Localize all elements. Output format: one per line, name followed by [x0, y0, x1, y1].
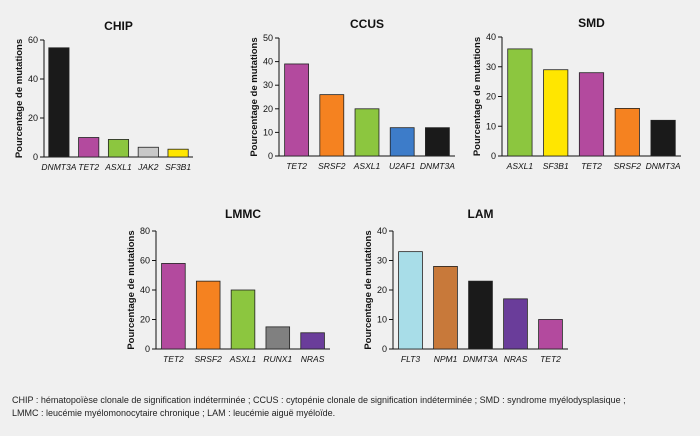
y-tick-label: 50 [263, 33, 273, 43]
chart-lam: LAM Pourcentage de mutations 0 10 20 30 40 FLT3… [363, 207, 568, 364]
y-tick-label: 60 [140, 256, 150, 266]
figure-caption: CHIP : hématopoïèse clonale de significa… [12, 394, 692, 420]
y-tick-label: 40 [377, 226, 387, 236]
y-tick-label: 20 [28, 113, 38, 123]
y-axis-label: Pourcentage de mutations [126, 230, 137, 349]
bar-asxl1 [354, 108, 380, 157]
bar-srsf2 [319, 94, 345, 157]
y-tick-label: 0 [268, 151, 273, 161]
caption-line-2: LMMC : leucémie myélomonocytaire chroniq… [12, 408, 336, 418]
x-tick-label: ASXL1 [506, 161, 534, 171]
y-tick-label: 30 [486, 62, 496, 72]
y-tick-label: 10 [263, 127, 273, 137]
bar-tet2 [538, 319, 563, 350]
y-tick-label: 40 [140, 285, 150, 295]
bar-dnmt3a [468, 280, 493, 350]
x-tick-label: NPM1 [434, 354, 458, 364]
y-axis-label: Pourcentage de mutations [472, 37, 483, 156]
chart-ccus: CCUS Pourcentage de mutations 0 10 20 30 40 50 T… [249, 17, 455, 171]
x-tick-label: DNMT3A [463, 354, 498, 364]
x-tick-label: TET2 [78, 162, 99, 172]
y-tick-label: 0 [382, 344, 387, 354]
chart-title: LAM [468, 207, 494, 221]
x-tick-label: TET2 [540, 354, 561, 364]
x-tick-label: TET2 [286, 161, 307, 171]
y-tick-label: 30 [377, 256, 387, 266]
bar-dnmt3a [48, 47, 70, 158]
bar-npm1 [433, 265, 458, 350]
y-tick-label: 60 [28, 35, 38, 45]
bar-asxl1 [507, 48, 533, 157]
y-tick-label: 20 [140, 315, 150, 325]
y-axis-label: Pourcentage de mutations [249, 37, 260, 156]
bar-u2af1 [389, 127, 415, 157]
y-tick-label: 10 [377, 315, 387, 325]
y-axis-label: Pourcentage de mutations [14, 39, 25, 158]
charts-canvas: CHIP Pourcentage de mutations 0 20 40 60 DNMT3… [14, 16, 681, 364]
bar-dnmt3a [425, 127, 450, 157]
x-tick-label: ASXL1 [353, 161, 381, 171]
y-tick-label: 40 [486, 32, 496, 42]
bar-jak2 [137, 146, 159, 158]
x-tick-label: TET2 [163, 354, 184, 364]
chart-title: LMMC [225, 207, 261, 221]
bar-asxl1 [230, 289, 256, 350]
x-tick-label: SRSF2 [614, 161, 642, 171]
x-tick-label: NRAS [504, 354, 528, 364]
y-tick-label: 30 [263, 80, 273, 90]
bar-tet2 [284, 63, 309, 157]
x-tick-label: FLT3 [401, 354, 420, 364]
x-tick-label: SRSF2 [318, 161, 346, 171]
x-tick-label: RUNX1 [263, 354, 292, 364]
y-tick-label: 80 [140, 226, 150, 236]
y-tick-label: 0 [491, 151, 496, 161]
chart-chip: CHIP Pourcentage de mutations 0 20 40 60 DNMT3… [14, 19, 193, 172]
y-tick-label: 20 [486, 92, 496, 102]
x-tick-label: NRAS [301, 354, 325, 364]
x-tick-label: TET2 [581, 161, 602, 171]
bar-flt3 [398, 251, 423, 350]
x-tick-label: JAK2 [137, 162, 159, 172]
caption-line-1: CHIP : hématopoïèse clonale de significa… [12, 395, 626, 405]
x-tick-label: SRSF2 [194, 354, 222, 364]
bar-tet2 [78, 137, 100, 158]
bar-nras [503, 298, 528, 350]
x-tick-label: SF3B1 [165, 162, 191, 172]
chart-title: SMD [578, 16, 605, 30]
bar-srsf2 [195, 280, 221, 350]
y-tick-label: 40 [263, 57, 273, 67]
x-tick-label: U2AF1 [389, 161, 416, 171]
x-tick-label: SF3B1 [543, 161, 569, 171]
bar-asxl1 [107, 139, 130, 158]
chart-smd: SMD Pourcentage de mutations 0 10 20 30 40 ASXL… [472, 16, 681, 171]
y-tick-label: 20 [377, 285, 387, 295]
y-axis-label: Pourcentage de mutations [363, 230, 374, 349]
y-tick-label: 0 [145, 344, 150, 354]
y-tick-label: 40 [28, 74, 38, 84]
x-tick-label: DNMT3A [41, 162, 76, 172]
bar-tet2 [578, 72, 605, 157]
chart-title: CCUS [350, 17, 384, 31]
bar-runx1 [265, 326, 291, 350]
bar-dnmt3a [650, 119, 676, 157]
chart-lmmc: LMMC Pourcentage de mutations 0 20 40 60 80 TET… [126, 207, 330, 364]
bar-sf3b1 [543, 69, 569, 157]
x-tick-label: DNMT3A [420, 161, 455, 171]
bar-sf3b1 [167, 148, 189, 158]
chart-title: CHIP [104, 19, 133, 33]
bar-tet2 [161, 263, 186, 350]
x-tick-label: ASXL1 [229, 354, 257, 364]
bar-nras [300, 332, 325, 350]
y-tick-label: 10 [486, 121, 496, 131]
x-tick-label: DNMT3A [646, 161, 681, 171]
bar-srsf2 [614, 108, 640, 157]
x-tick-label: ASXL1 [104, 162, 132, 172]
y-tick-label: 20 [263, 104, 273, 114]
y-tick-label: 0 [33, 152, 38, 162]
